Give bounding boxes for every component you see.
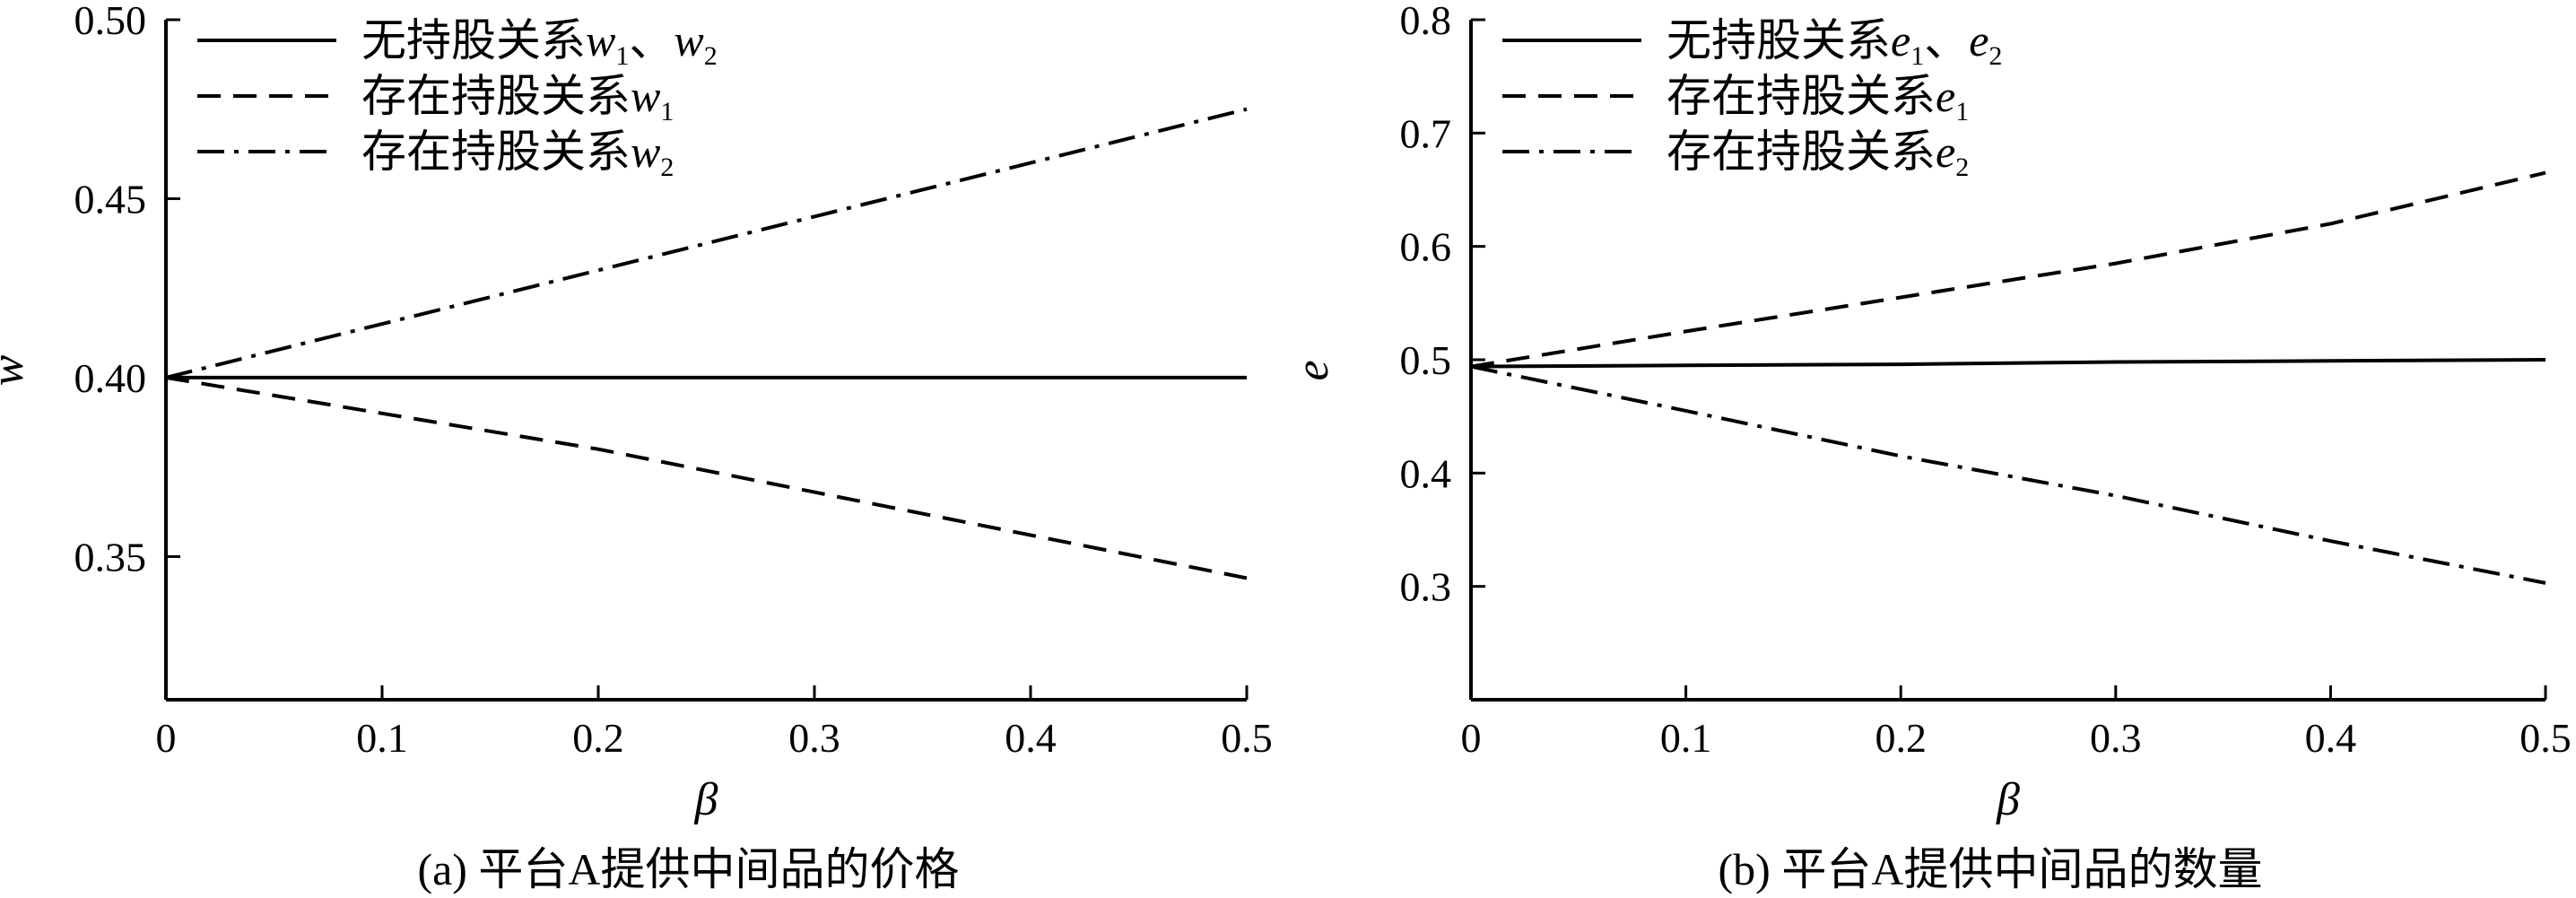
panel-caption: (a) 平台A提供中间品的价格: [417, 844, 959, 894]
legend-label: 存在持股关系w1​: [361, 71, 674, 126]
series-line-solid: [1470, 358, 2546, 369]
legend-label: 存在持股关系e2​: [1667, 126, 1969, 182]
series-line-dashdot: [165, 107, 1248, 379]
legend-label: 无持股关系e1​、e2​: [1667, 15, 2002, 71]
chart-panel-b: 0 0.1 0.2 0.3 0.4 0.5 0.3 0.4 0.5 0.6 0.7 0.8 β e (b) …: [1287, 0, 2572, 894]
legend-label: 存在持股关系e1​: [1667, 71, 1969, 126]
y-tick-label: 0.7: [1400, 110, 1452, 156]
x-tick-label: 0.1: [1660, 715, 1712, 761]
y-tick-label: 0.45: [74, 176, 147, 222]
y-tick-label: 0.50: [74, 0, 147, 43]
x-tick-label: 0.2: [1875, 715, 1927, 761]
x-tick-label: 0.4: [2305, 715, 2357, 761]
y-tick-label: 0.35: [74, 534, 147, 580]
y-tick-label: 0.40: [74, 355, 147, 401]
x-tick-label: 0.3: [2090, 715, 2142, 761]
legend-label: 存在持股关系w2​: [361, 126, 674, 182]
series-line-dashed: [165, 375, 1248, 580]
x-axis-label: β: [1996, 774, 2020, 825]
y-tick-label: 0.5: [1400, 337, 1452, 383]
y-tick-label: 0.4: [1400, 450, 1452, 496]
y-axis-label: e: [1287, 360, 1338, 380]
y-tick-label: 0.6: [1400, 224, 1452, 270]
y-tick-label: 0.8: [1400, 0, 1452, 43]
legend-label: 无持股关系w1​、w2​: [361, 15, 718, 71]
series-line-dashdot: [1470, 364, 2546, 585]
y-tick-label: 0.3: [1400, 564, 1452, 610]
x-tick-label: 0: [1461, 715, 1482, 761]
series-line-dashed: [1470, 170, 2546, 369]
x-tick-label: 0.5: [2519, 715, 2572, 761]
x-tick-label: 0.1: [356, 715, 408, 761]
chart-panel-a: 0 0.1 0.2 0.3 0.4 0.5 0.35 0.40 0.45 0.50 β w (a) 平台…: [0, 0, 1273, 894]
x-tick-label: 0: [156, 715, 177, 761]
panel-caption: (b) 平台A提供中间品的数量: [1719, 844, 2263, 894]
y-axis-label: w: [0, 354, 33, 386]
x-axis-label: β: [694, 774, 718, 825]
x-tick-label: 0.2: [572, 715, 624, 761]
x-tick-label: 0.3: [788, 715, 840, 761]
x-tick-label: 0.5: [1221, 715, 1273, 761]
x-tick-label: 0.4: [1005, 715, 1057, 761]
